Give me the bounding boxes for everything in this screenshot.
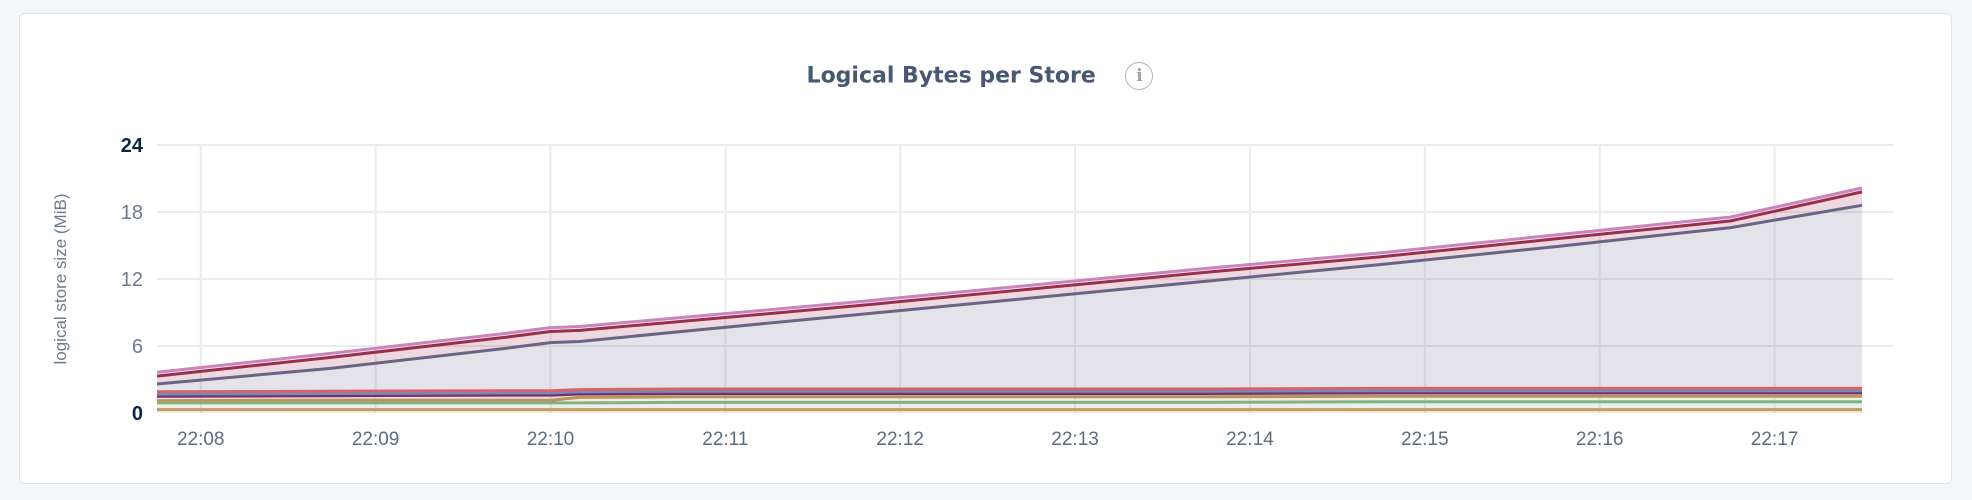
x-tick-label: 22:08 <box>177 429 225 450</box>
y-tick-labels: 0 6 12 18 24 <box>121 135 144 425</box>
series-line-4 <box>156 389 1862 396</box>
y-tick-label: 12 <box>121 269 143 291</box>
x-tick-label: 22:11 <box>702 429 748 450</box>
series-line-2 <box>156 394 1862 403</box>
series-line-5 <box>156 386 1862 394</box>
x-tick-label: 22:14 <box>1226 429 1274 450</box>
y-axis-label: logical store size (MiB) <box>51 194 70 365</box>
y-tick-label: 0 <box>132 403 143 425</box>
x-tick-label: 22:16 <box>1576 429 1624 450</box>
series-lines <box>156 186 1863 412</box>
series-area-7 <box>157 191 1862 384</box>
x-tick-label: 22:15 <box>1401 429 1449 450</box>
info-circle-icon[interactable]: i <box>1125 62 1154 90</box>
x-tick-labels: 22:08 22:09 22:10 22:11 22:12 22:13 22:14 22:15… <box>177 429 1798 450</box>
chart-card: Logical Bytes per Store i <box>19 13 1952 484</box>
series-line-8 <box>156 186 1863 374</box>
x-tick-label: 22:13 <box>1051 429 1099 450</box>
x-tick-label: 22:12 <box>876 429 924 450</box>
x-tick-label: 22:10 <box>527 429 575 450</box>
x-tick-label: 22:09 <box>352 429 400 450</box>
series-line-7 <box>156 190 1863 378</box>
series-line-3 <box>156 391 1862 398</box>
series-line-6 <box>156 203 1863 386</box>
series-line-1 <box>157 400 1862 405</box>
y-tick-label: 18 <box>121 202 143 224</box>
x-tick-label: 22:17 <box>1751 429 1799 450</box>
y-tick-label: 6 <box>132 336 143 358</box>
series-area-6 <box>157 205 1862 392</box>
chart-title: Logical Bytes per Store <box>806 63 1096 89</box>
y-tick-label: 24 <box>121 135 144 157</box>
chart-title-row: Logical Bytes per Store i <box>20 62 1940 90</box>
